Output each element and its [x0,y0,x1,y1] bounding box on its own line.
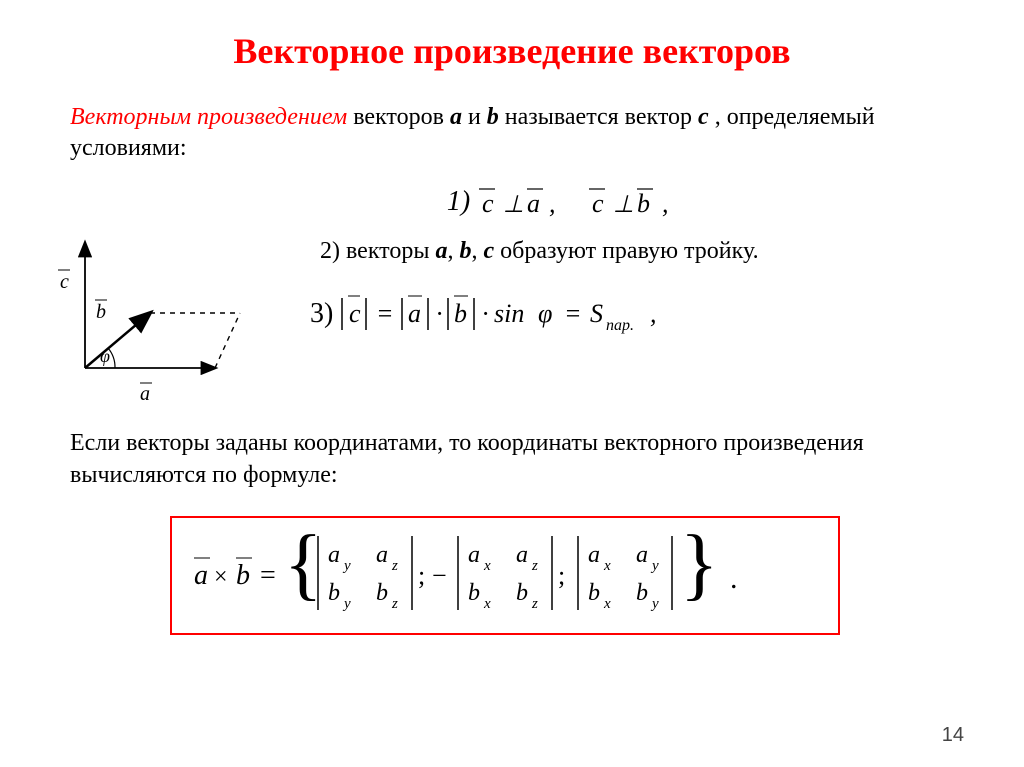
svg-text:.: . [730,562,738,595]
cond1-formula: c ⊥ a , c ⊥ b , [477,184,697,218]
page-number: 14 [942,724,964,747]
svg-text:a: a [140,383,150,405]
svg-text:}: } [680,528,718,608]
svg-text:S: S [590,299,603,328]
svg-text:x: x [483,558,491,574]
svg-text:;: ; [418,561,425,590]
svg-text:z: z [531,596,538,612]
t: называется вектор [499,104,698,130]
svg-text:c: c [592,189,604,218]
svg-text:b: b [236,560,250,591]
condition-3: 3) c = a · b · sin φ [250,265,984,336]
svg-text:×: × [214,564,228,590]
svg-text:z: z [391,596,398,612]
svg-text:b: b [468,580,480,606]
svg-text:a: a [636,542,648,568]
cond1-label: 1) [447,186,477,217]
cond2-label: 2) векторы [320,238,435,264]
svg-text:x: x [603,596,611,612]
svg-text:b: b [96,301,106,323]
var-a: a [435,238,447,264]
svg-text:a: a [468,542,480,568]
svg-text:{: { [284,528,322,608]
svg-text:y: y [342,558,351,574]
svg-text:a: a [376,542,388,568]
var-a: a [450,104,462,130]
svg-text:b: b [454,299,467,328]
var-b: b [487,104,499,130]
var-c: c [698,104,709,130]
coord-formula: a × b = { ay az by bz ; − ax az bx bz ; [170,516,840,635]
svg-text:x: x [483,596,491,612]
var-c: c [483,238,494,264]
svg-text:c: c [60,271,69,293]
svg-text:,: , [662,189,669,218]
t: , [447,238,459,264]
condition-1: 1) c ⊥ a , c ⊥ b , [0,174,1024,228]
coord-text: Если векторы заданы координатами, то коо… [0,408,1024,500]
svg-text:b: b [637,189,650,218]
svg-text:−: − [432,561,447,590]
t: образуют правую тройку. [494,238,758,264]
cond3-formula: c = a · b · sin φ = S пар. , [340,290,760,336]
svg-text:sin: sin [494,299,524,328]
svg-text:b: b [588,580,600,606]
svg-text:⊥: ⊥ [503,192,524,218]
svg-text:a: a [328,542,340,568]
svg-text:y: y [650,596,659,612]
svg-text:=: = [376,299,394,328]
svg-text:z: z [391,558,398,574]
svg-text:пар.: пар. [606,317,634,334]
svg-text:a: a [527,189,540,218]
var-b: b [459,238,471,264]
svg-text:,: , [650,299,657,328]
svg-text:=: = [564,299,582,328]
t: векторов [347,104,450,130]
svg-text:b: b [636,580,648,606]
svg-text:;: ; [558,561,565,590]
svg-text:·: · [482,299,489,328]
intro-paragraph: Векторным произведением векторов a и b н… [0,72,1024,174]
svg-text:c: c [482,189,494,218]
svg-text:b: b [328,580,340,606]
svg-text:y: y [342,596,351,612]
svg-text:φ: φ [100,346,110,366]
svg-text:z: z [531,558,538,574]
t: и [462,104,487,130]
t: , [471,238,483,264]
svg-text:b: b [376,580,388,606]
slide-title: Векторное произведение векторов [0,0,1024,72]
svg-text:c: c [349,299,361,328]
svg-text:=: = [260,560,276,591]
svg-text:a: a [194,560,208,591]
svg-text:·: · [436,299,443,328]
term-vector-product: Векторным произведением [70,104,347,130]
svg-text:a: a [516,542,528,568]
svg-text:⊥: ⊥ [613,192,634,218]
svg-text:a: a [588,542,600,568]
svg-text:y: y [650,558,659,574]
svg-text:b: b [516,580,528,606]
svg-text:φ: φ [538,299,552,328]
condition-2: 2) векторы a, b, c образуют правую тройк… [250,238,984,265]
cond3-label: 3) [310,298,340,329]
svg-text:a: a [408,299,421,328]
svg-text:,: , [549,189,556,218]
svg-text:x: x [603,558,611,574]
vector-diagram: c b a φ [40,228,250,408]
